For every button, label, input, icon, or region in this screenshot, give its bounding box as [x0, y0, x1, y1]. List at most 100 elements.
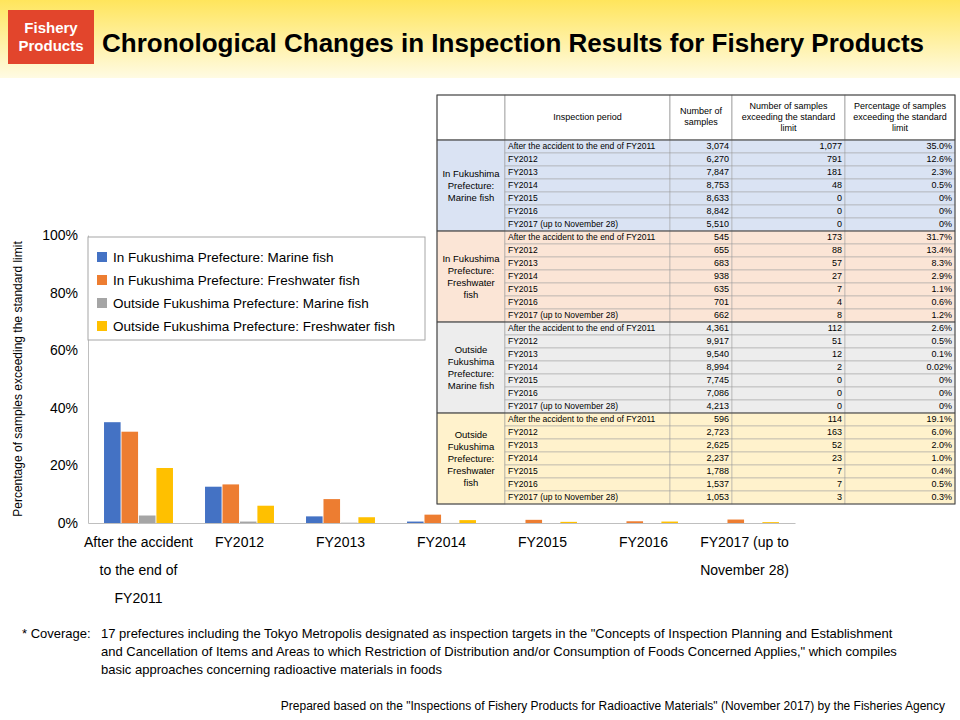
- text-line: Number of: [680, 106, 723, 116]
- table-cell: [505, 400, 670, 413]
- group-label: In FukushimaPrefecture:Freshwaterfish: [442, 252, 500, 299]
- bar: [139, 516, 156, 523]
- cell-text: 3,074: [706, 141, 729, 151]
- table-cell: [670, 166, 732, 179]
- cell-text: 2: [837, 362, 842, 372]
- table-cell: [732, 309, 845, 322]
- bar: [358, 517, 375, 523]
- cell-text: 5,510: [706, 219, 729, 229]
- text-line: Inspection period: [553, 112, 622, 122]
- cell-text: After the accident to the end of FY2011: [508, 414, 656, 424]
- badge: [8, 10, 94, 64]
- bar-series: [121, 432, 744, 523]
- table-cell: [505, 478, 670, 491]
- cell-text: 7,745: [706, 375, 729, 385]
- cell-text: 2.6%: [931, 323, 952, 333]
- table-cell: [845, 465, 955, 478]
- column-header: Number ofsamples: [680, 106, 723, 127]
- table-cell: [732, 322, 845, 335]
- cell-text: 8,753: [706, 180, 729, 190]
- text-line: Fukushima: [448, 355, 495, 366]
- cell-text: 635: [714, 284, 729, 294]
- cell-text: 2.0%: [931, 440, 952, 450]
- cell-text: 0.5%: [931, 479, 952, 489]
- text-line: In Fukushima: [442, 167, 500, 178]
- text-line: Number of samples: [749, 101, 828, 111]
- cell-text: 7,847: [706, 167, 729, 177]
- note-text: 17 prefectures including the Tokyo Metro…: [101, 626, 897, 677]
- cell-text: FY2015: [508, 466, 538, 476]
- cell-text: FY2017 (up to November 28): [508, 310, 618, 320]
- cell-text: 0%: [939, 401, 952, 411]
- cell-text: FY2012: [508, 427, 538, 437]
- table-cell: [670, 491, 732, 504]
- cell-text: 6.0%: [931, 427, 952, 437]
- table-cell: [670, 413, 732, 426]
- cell-text: 57: [832, 258, 842, 268]
- bar: [710, 523, 727, 524]
- cell-text: 52: [832, 440, 842, 450]
- cell-text: 0%: [939, 219, 952, 229]
- table-cell: [670, 244, 732, 257]
- group-label: OutsideFukushimaPrefecture:Freshwaterfis…: [447, 428, 495, 487]
- cell-text: FY2013: [508, 258, 538, 268]
- cell-text: 0.02%: [926, 362, 952, 372]
- table-cell: [845, 478, 955, 491]
- cell-text: 0: [837, 401, 842, 411]
- cell-text: 662: [714, 310, 729, 320]
- cell-text: 2,625: [706, 440, 729, 450]
- group-cell: [437, 322, 505, 413]
- column-header: Number of samplesexceeding the standardl…: [742, 101, 836, 133]
- tick: 40%: [50, 400, 88, 416]
- cell-text: 181: [827, 167, 842, 177]
- table-cell: [732, 413, 845, 426]
- table-cell: [732, 426, 845, 439]
- tick-label: FY2014: [417, 534, 466, 550]
- tick-label: 20%: [50, 457, 78, 473]
- cell-text: 1,537: [706, 479, 729, 489]
- table: Inspection periodNumber ofsamplesNumber …: [437, 95, 955, 504]
- tick: 100%: [42, 227, 88, 243]
- bar: [609, 523, 626, 524]
- text-line: Percentage of samples: [854, 101, 947, 111]
- legend-swatch: [97, 321, 107, 331]
- table-cell: [845, 322, 955, 335]
- bar: [727, 520, 744, 523]
- table-cell: [670, 309, 732, 322]
- cell-text: 683: [714, 258, 729, 268]
- table-cell: [505, 257, 670, 270]
- cell-text: FY2016: [508, 479, 538, 489]
- cell-text: After the accident to the end of FY2011: [508, 232, 656, 242]
- table-cell: [670, 270, 732, 283]
- cell-text: 3: [837, 492, 842, 502]
- bar: [121, 432, 138, 523]
- bar: [407, 522, 424, 523]
- table-cell: [505, 465, 670, 478]
- text-line: exceeding the standard: [742, 112, 836, 122]
- table-cell: [670, 192, 732, 205]
- bar: [508, 523, 525, 524]
- bar: [525, 520, 542, 523]
- table-cell: [732, 179, 845, 192]
- group-cell: [437, 231, 505, 322]
- cell-text: 112: [828, 323, 842, 333]
- cell-text: 1.1%: [931, 284, 952, 294]
- page: FisheryProductsChronological Changes in …: [0, 0, 960, 720]
- table-cell: [505, 452, 670, 465]
- cell-text: 8.3%: [931, 258, 952, 268]
- table-border: [437, 95, 955, 504]
- bar: [543, 523, 560, 524]
- table-cell: [505, 231, 670, 244]
- table-cell: [505, 439, 670, 452]
- text-line: to the end of: [100, 562, 178, 578]
- table-cell: [505, 322, 670, 335]
- badge-text: FisheryProducts: [18, 19, 83, 54]
- text-line: In Fukushima: [442, 252, 500, 263]
- y-axis-title: Percentage of samples exceeding the stan…: [11, 241, 25, 517]
- cell-text: 173: [827, 232, 842, 242]
- x-axis-line: [89, 523, 796, 524]
- table-cell: [732, 283, 845, 296]
- table-cell: [845, 348, 955, 361]
- legend: In Fukushima Prefecture: Marine fishIn F…: [88, 237, 425, 340]
- cell-text: 2,237: [706, 453, 729, 463]
